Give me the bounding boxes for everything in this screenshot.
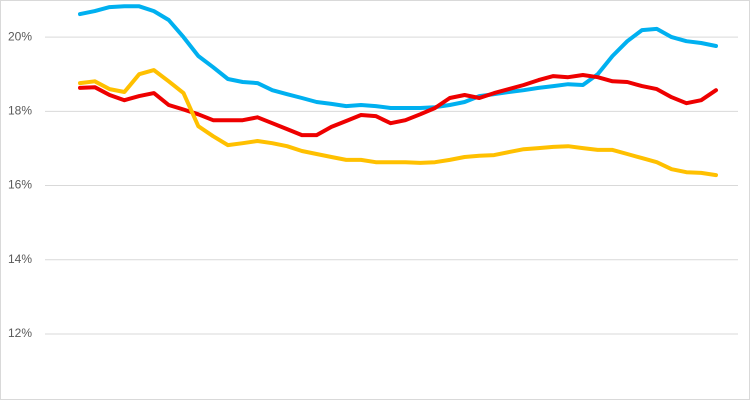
y-tick-label: 20% [8, 29, 32, 43]
y-tick-label: 12% [8, 326, 32, 340]
series-line [78, 4, 718, 110]
y-tick-label: 16% [8, 178, 32, 192]
y-tick-label: 18% [8, 103, 32, 117]
y-tick-label: 14% [8, 252, 32, 266]
series-line [78, 68, 718, 178]
series-line [78, 73, 718, 138]
